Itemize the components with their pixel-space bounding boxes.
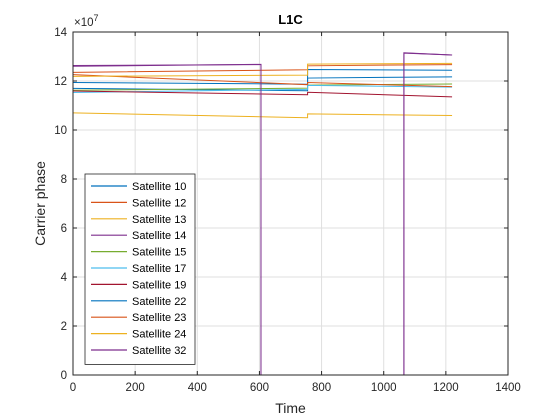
legend-label-4: Satellite 15	[132, 247, 186, 259]
series-line-6	[72, 90, 453, 98]
y-tick-label: 4	[61, 272, 68, 284]
x-tick-label: 1200	[433, 382, 459, 394]
series-line-8	[72, 74, 453, 88]
legend-box	[84, 173, 196, 365]
y-tick-label: 14	[54, 27, 67, 39]
legend-label-9: Satellite 24	[132, 329, 186, 341]
x-axis-title: Time	[275, 400, 306, 416]
y-tick-label: 8	[61, 174, 67, 186]
x-tick-label: 400	[188, 382, 207, 394]
y-tick-label: 10	[54, 125, 67, 137]
chart-title: L1C	[278, 12, 303, 27]
legend-label-6: Satellite 19	[132, 279, 186, 291]
series-line-5	[72, 84, 453, 94]
y-axis-title: Carrier phase	[32, 161, 48, 246]
y-tick-label: 6	[61, 223, 67, 235]
x-tick-label: 1000	[371, 382, 397, 394]
x-tick-label: 800	[312, 382, 331, 394]
y-exponent-power: 7	[94, 13, 99, 23]
x-tick-label: 1400	[495, 382, 521, 394]
series-line-7	[72, 68, 453, 85]
legend-label-10: Satellite 32	[132, 345, 186, 357]
legend-label-1: Satellite 12	[132, 197, 186, 209]
y-tick-label: 12	[54, 76, 67, 88]
legend-label-2: Satellite 13	[132, 214, 186, 226]
y-exponent-base: ×10	[74, 17, 94, 29]
legend-label-8: Satellite 23	[132, 312, 186, 324]
y-tick-label: 0	[61, 370, 67, 382]
x-tick-label: 600	[250, 382, 269, 394]
x-tick-label: 0	[70, 382, 76, 394]
legend-label-0: Satellite 10	[132, 181, 186, 193]
legend-label-3: Satellite 14	[132, 230, 186, 242]
legend-label-7: Satellite 22	[132, 296, 186, 308]
ticks: 0 200 400 600 800 1000 1200 1400 0 2 4 6 8 10 12 14	[54, 27, 521, 394]
axes-box	[72, 31, 509, 376]
y-tick-label: 2	[61, 321, 67, 333]
x-tick-label: 200	[126, 382, 145, 394]
legend: Satellite 10 Satellite 12 Satellite 13 Sate…	[84, 173, 196, 365]
y-exponent-label: ×107	[74, 13, 99, 29]
series-line-2	[72, 112, 453, 119]
legend-label-5: Satellite 17	[132, 263, 186, 275]
series-line-9	[72, 62, 453, 77]
